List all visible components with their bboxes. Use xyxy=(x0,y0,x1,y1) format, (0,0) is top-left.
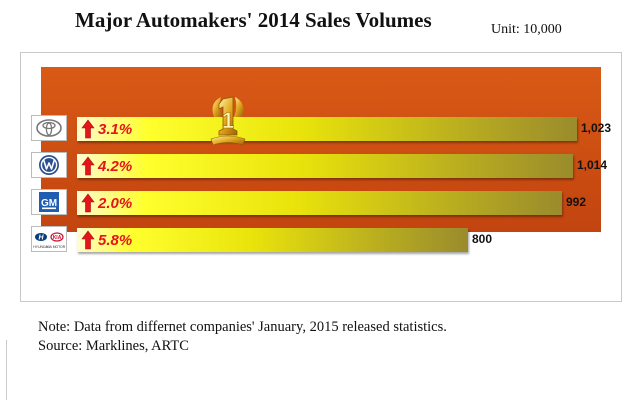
toyota-logo-icon xyxy=(36,119,62,137)
bar xyxy=(77,191,562,215)
value-label: 992 xyxy=(566,195,587,209)
volkswagen-logo-icon xyxy=(39,155,59,175)
bar-row: GM 2.0% 992 xyxy=(21,189,623,217)
up-arrow-icon xyxy=(81,193,95,213)
brand-logo xyxy=(31,152,67,178)
chart-title: Major Automakers' 2014 Sales Volumes xyxy=(75,8,432,32)
brand-logo: GM xyxy=(31,189,67,215)
value-label: 800 xyxy=(472,232,493,246)
first-place-trophy-icon: 1 xyxy=(210,96,246,146)
up-arrow-icon xyxy=(81,230,95,250)
svg-text:GM: GM xyxy=(41,198,57,209)
bar xyxy=(77,117,577,141)
up-arrow-icon xyxy=(81,156,95,176)
bar xyxy=(77,154,573,178)
svg-text:HYUNDAI: HYUNDAI xyxy=(33,245,48,249)
left-edge-line xyxy=(6,340,7,400)
trophy-number: 1 xyxy=(222,108,234,133)
growth-value: 5.8% xyxy=(98,231,133,249)
value-label: 1,023 xyxy=(581,121,612,135)
note-text: Note: Data from differnet companies' Jan… xyxy=(38,319,447,335)
bar-row: 3.1% 1,023 xyxy=(21,115,623,143)
chart-panel: 3.1% 1,023 4.2% 1,014 GM 2.0% 992 H KIA HYUNDAI KI… xyxy=(20,52,622,302)
growth-label: 2.0% xyxy=(81,193,132,213)
svg-text:H: H xyxy=(38,235,44,242)
growth-value: 3.1% xyxy=(98,120,133,138)
growth-label: 4.2% xyxy=(81,156,132,176)
chart-notes: Note: Data from differnet companies' Jan… xyxy=(38,318,447,356)
bar-row: 4.2% 1,014 xyxy=(21,152,623,180)
value-label: 1,014 xyxy=(577,158,608,172)
source-text: Source: Marklines, ARTC xyxy=(38,338,189,354)
unit-label: Unit: 10,000 xyxy=(491,22,562,37)
up-arrow-icon xyxy=(81,119,95,139)
gm-logo-icon: GM xyxy=(39,192,59,212)
bar xyxy=(77,228,468,252)
brand-logo xyxy=(31,115,67,141)
growth-value: 4.2% xyxy=(98,157,133,175)
growth-value: 2.0% xyxy=(98,194,133,212)
svg-text:KIA: KIA xyxy=(53,235,62,241)
svg-text:KIA MOTORS: KIA MOTORS xyxy=(46,245,65,249)
growth-label: 3.1% xyxy=(81,119,132,139)
growth-label: 5.8% xyxy=(81,230,132,250)
